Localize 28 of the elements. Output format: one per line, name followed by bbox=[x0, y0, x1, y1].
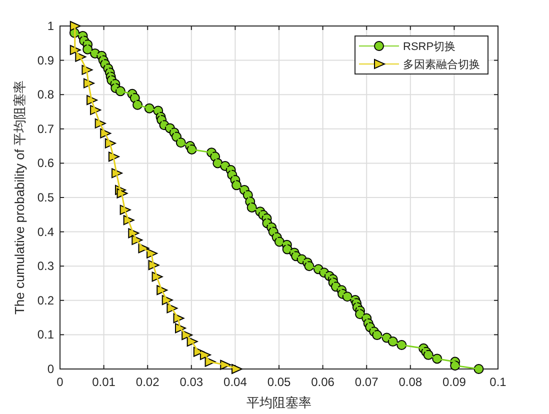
point bbox=[70, 21, 81, 31]
y-tick-label: 0.9 bbox=[37, 53, 54, 68]
point bbox=[232, 364, 243, 374]
legend-label: 多因素融合切换 bbox=[403, 58, 480, 71]
y-tick-label: 0 bbox=[47, 362, 54, 376]
x-axis-title: 平均阻塞率 bbox=[246, 395, 312, 410]
legend-label: RSRP切换 bbox=[403, 40, 456, 53]
x-tick-label: 0.1 bbox=[490, 375, 507, 389]
x-tick-label: 0.05 bbox=[267, 375, 291, 389]
y-tick-label: 0.2 bbox=[37, 293, 54, 308]
y-tick-label: 0.5 bbox=[37, 190, 54, 204]
y-axis-title: The cumulative probability of 平均阻塞率 bbox=[12, 80, 27, 315]
x-tick-label: 0.07 bbox=[354, 375, 379, 389]
y-tick-label: 0.6 bbox=[37, 156, 54, 170]
y-tick-label: 0.3 bbox=[37, 259, 54, 274]
x-tick-label: 0.03 bbox=[180, 375, 204, 389]
x-tick-label: 0.09 bbox=[442, 375, 466, 389]
y-tick-label: 0.1 bbox=[37, 328, 54, 342]
y-tick-label: 0.7 bbox=[37, 122, 54, 136]
x-tick-label: 0.04 bbox=[224, 375, 248, 389]
x-tick-label: 0.01 bbox=[92, 375, 116, 389]
y-tick-label: 0.4 bbox=[37, 224, 54, 239]
x-tick-label: 0.02 bbox=[136, 375, 160, 389]
x-tick-label: 0.06 bbox=[311, 375, 335, 389]
y-tick-label: 0.8 bbox=[37, 88, 54, 102]
y-tick-label: 1 bbox=[47, 19, 54, 33]
x-tick-label: 0 bbox=[56, 375, 64, 389]
x-tick-label: 0.08 bbox=[398, 375, 422, 389]
